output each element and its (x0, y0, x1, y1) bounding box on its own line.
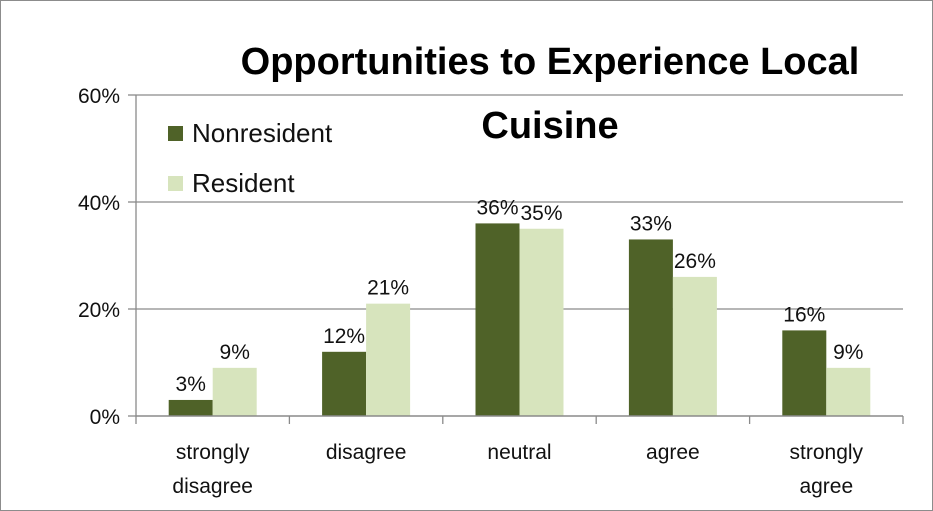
data-label: 9% (833, 341, 863, 364)
y-tick-label: 0% (90, 406, 120, 429)
legend: Nonresident Resident (168, 108, 332, 208)
data-label: 16% (783, 303, 825, 326)
data-label: 26% (674, 250, 716, 273)
bar-resident (212, 367, 257, 416)
legend-label-resident: Resident (192, 167, 295, 198)
y-tick-label: 60% (78, 85, 120, 108)
x-tick-label: agree (646, 441, 700, 464)
x-tick-label: agree (799, 475, 853, 498)
bar-nonresident (782, 330, 827, 416)
x-tick-label: disagree (172, 475, 253, 498)
bar-resident (366, 303, 411, 416)
x-tick-label: neutral (487, 441, 551, 464)
x-tick-label: strongly (790, 441, 864, 464)
bar-nonresident (475, 223, 520, 416)
data-label: 9% (220, 341, 250, 364)
x-tick-label: disagree (326, 441, 407, 464)
y-tick-label: 20% (78, 299, 120, 322)
chart-title: Opportunities to Experience Local Cuisin… (240, 41, 860, 147)
bar-resident (826, 367, 871, 416)
data-label: 36% (476, 196, 518, 219)
legend-swatch-resident (168, 175, 183, 191)
bar-nonresident (628, 239, 673, 416)
legend-item-resident: Resident (168, 158, 332, 208)
legend-label-nonresident: Nonresident (192, 117, 333, 148)
legend-item-nonresident: Nonresident (168, 108, 332, 158)
x-tick-label: strongly (176, 441, 250, 464)
bar-resident (519, 228, 564, 416)
data-label: 35% (520, 202, 562, 225)
bar-nonresident (168, 399, 213, 416)
y-tick-label: 40% (78, 192, 120, 215)
bar-resident (672, 276, 717, 416)
bar-nonresident (322, 351, 367, 416)
data-label: 21% (367, 277, 409, 300)
data-label: 3% (176, 373, 206, 396)
legend-swatch-nonresident (168, 125, 183, 141)
data-label: 33% (630, 212, 672, 235)
data-label: 12% (323, 325, 365, 348)
